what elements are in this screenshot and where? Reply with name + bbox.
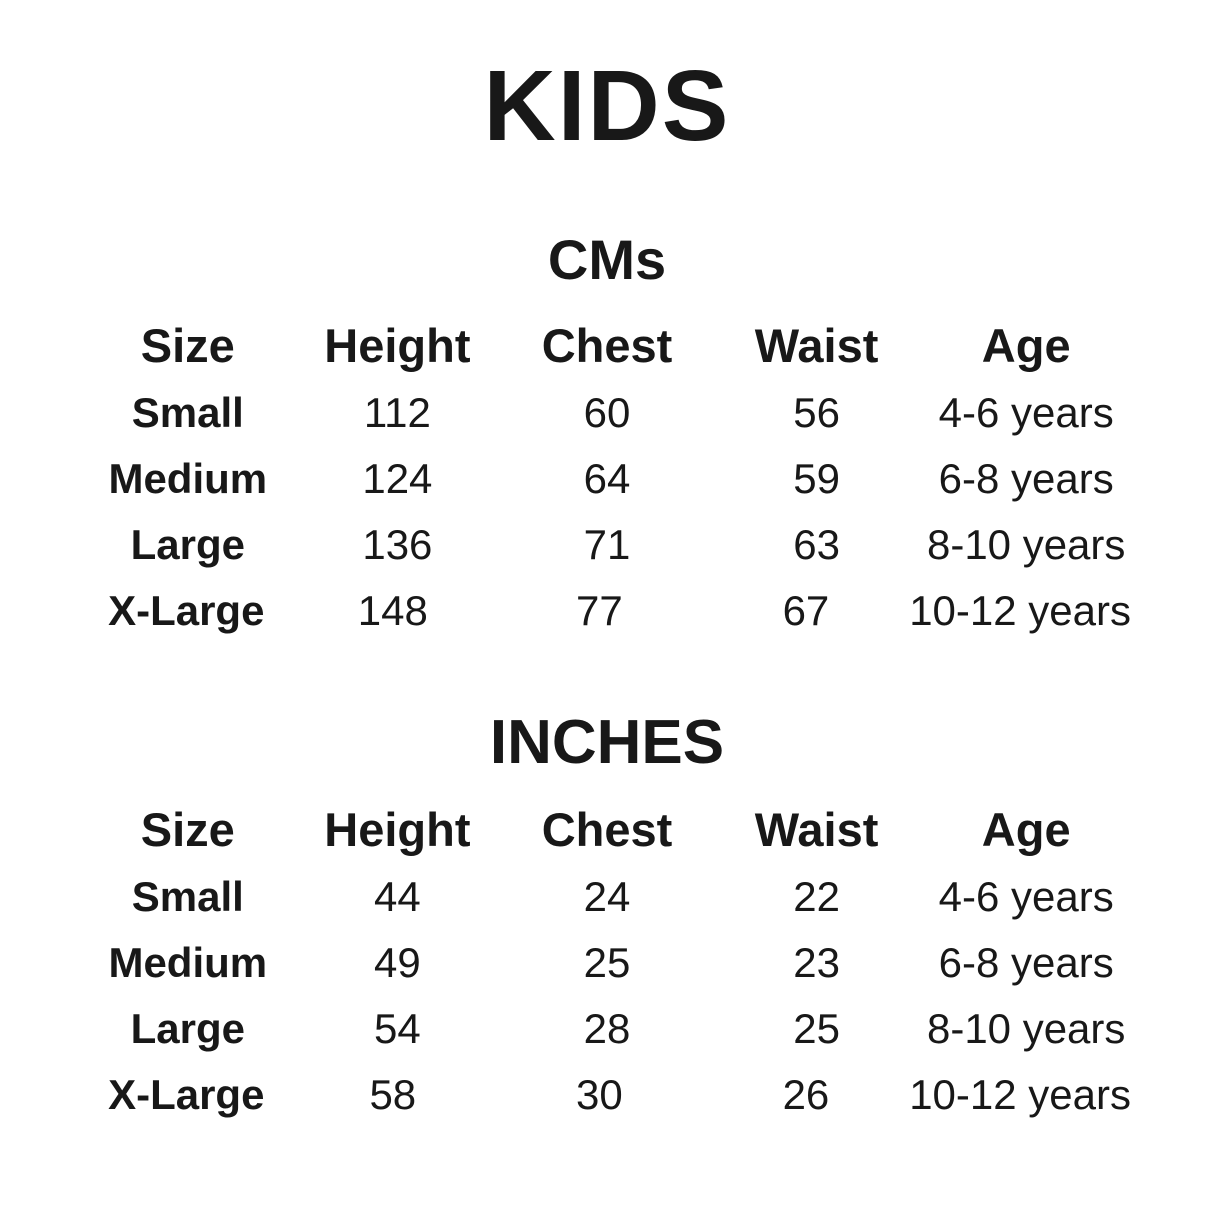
height-value: 54 [374,1005,421,1052]
size-label: X-Large [108,587,265,634]
size-label: Large [130,1005,245,1052]
table-row-xlarge: X-Large 58 30 26 10-12 years [83,1062,1131,1128]
waist-value: 26 [782,1071,830,1118]
waist-value: 25 [793,1005,840,1052]
age-value: 8-10 years [926,1005,1126,1052]
age-value: 4-6 years [938,873,1114,920]
height-value: 148 [357,587,428,634]
height-value: 49 [374,939,421,986]
size-label: Medium [108,455,268,502]
column-header-size: Size [140,318,235,372]
size-label: Medium [108,939,268,986]
table-row-large: Large 136 71 63 8-10 years [83,512,1131,578]
waist-value: 63 [793,521,840,568]
table-row-medium: Medium 49 25 23 6-8 years [83,930,1131,996]
waist-value: 22 [793,873,840,920]
inches-table-header-row: Size Height Chest Waist Age [83,794,1131,864]
size-label: Small [131,873,244,920]
waist-value: 23 [793,939,840,986]
age-value: 6-8 years [938,939,1114,986]
table-row-xlarge: X-Large 148 77 67 10-12 years [83,578,1131,644]
table-row-medium: Medium 124 64 59 6-8 years [83,446,1131,512]
column-header-waist: Waist [754,318,879,372]
column-header-chest: Chest [541,318,673,372]
inches-size-table: Size Height Chest Waist Age Small 44 24 … [83,794,1131,1128]
kids-size-chart-page: KIDS CMs Size Height Chest Waist Age Sma… [0,50,1214,1128]
column-header-height: Height [324,318,471,372]
cm-size-table: Size Height Chest Waist Age Small 112 60… [83,310,1131,644]
height-value: 112 [363,389,431,436]
inches-section-title: INCHES [489,708,725,777]
cm-section-title: CMs [547,228,667,291]
size-label: Large [130,521,245,568]
column-header-age: Age [981,802,1071,856]
chest-value: 30 [576,1071,623,1118]
size-label: Small [131,389,244,436]
column-header-chest: Chest [541,802,673,856]
column-header-size: Size [140,802,235,856]
chest-value: 77 [576,587,623,634]
waist-value: 59 [793,455,840,502]
chest-value: 71 [583,521,631,568]
waist-value: 67 [782,587,830,634]
height-value: 136 [362,521,433,568]
table-row-large: Large 54 28 25 8-10 years [83,996,1131,1062]
column-header-height: Height [324,802,471,856]
column-header-age: Age [981,318,1071,372]
chest-value: 24 [583,873,631,920]
chest-value: 64 [583,455,631,502]
page-title: KIDS [483,50,731,162]
waist-value: 56 [793,389,840,436]
age-value: 10-12 years [909,1071,1131,1118]
age-value: 10-12 years [909,587,1131,634]
table-row-small: Small 44 24 22 4-6 years [83,864,1131,930]
cm-table-header-row: Size Height Chest Waist Age [83,310,1131,380]
chest-value: 60 [583,389,631,436]
size-label: X-Large [108,1071,265,1118]
height-value: 124 [362,455,433,502]
chest-value: 28 [583,1005,631,1052]
height-value: 58 [369,1071,417,1118]
age-value: 6-8 years [938,455,1114,502]
inches-section: INCHES Size Height Chest Waist Age Small… [0,710,1214,1128]
height-value: 44 [374,873,421,920]
column-header-waist: Waist [754,802,879,856]
cm-section: CMs Size Height Chest Waist Age Small 11… [0,230,1214,644]
chest-value: 25 [583,939,631,986]
age-value: 4-6 years [938,389,1114,436]
table-row-small: Small 112 60 56 4-6 years [83,380,1131,446]
age-value: 8-10 years [926,521,1126,568]
